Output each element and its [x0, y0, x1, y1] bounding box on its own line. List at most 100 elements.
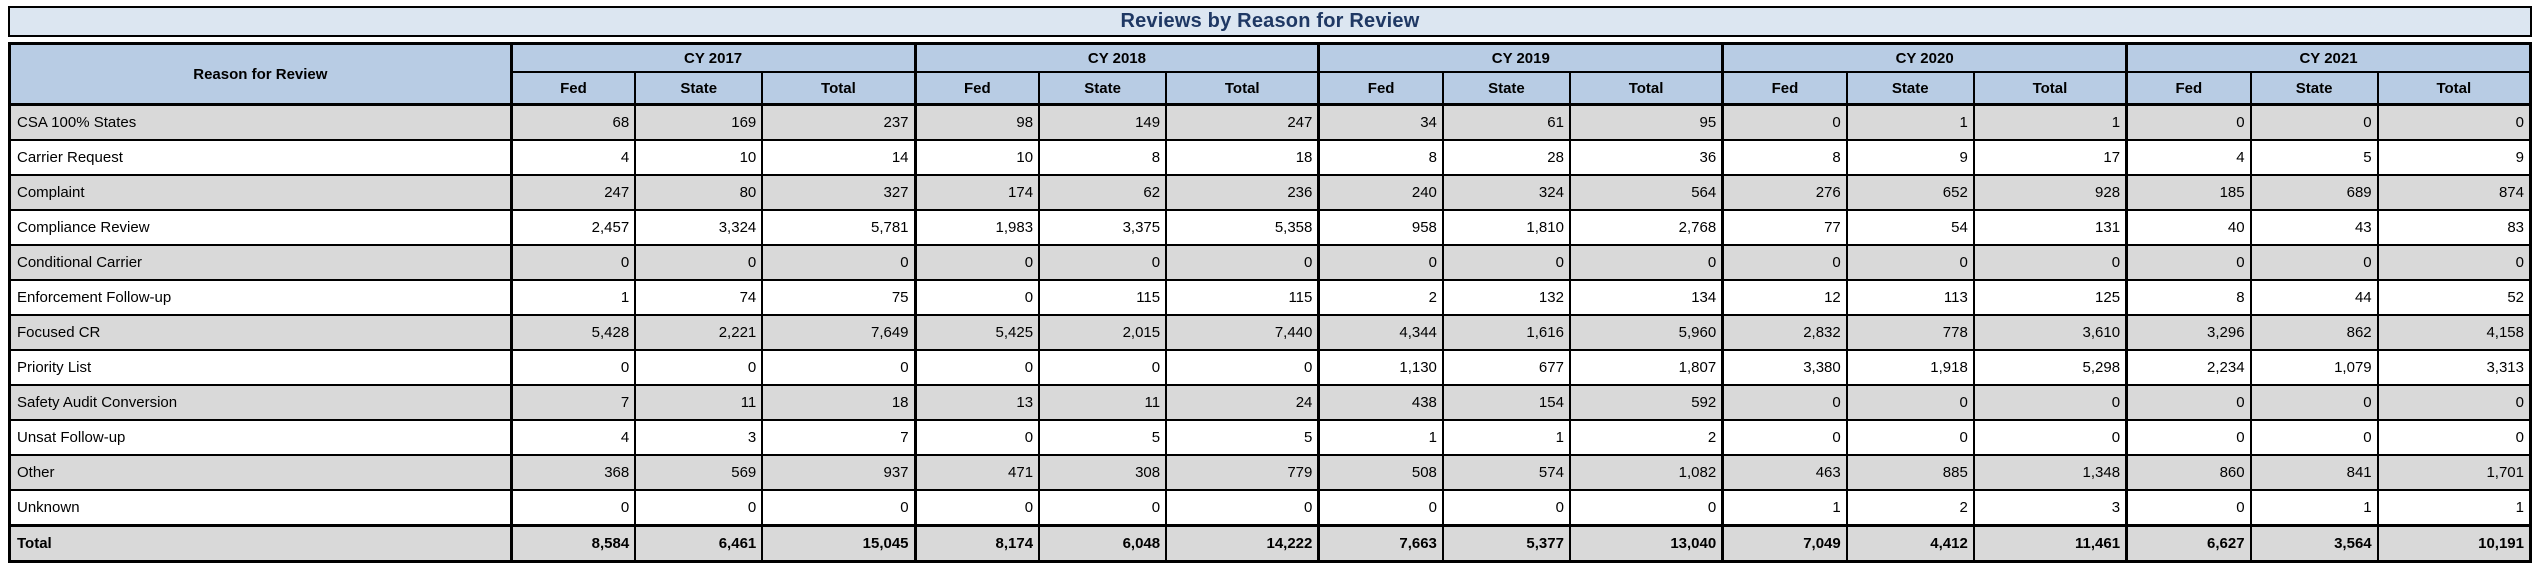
row-label: Focused CR	[8, 314, 513, 351]
data-cell: 125	[1972, 279, 2128, 316]
data-cell: 5,377	[1441, 524, 1571, 563]
year-header-cy-2020: CY 2020	[1721, 42, 2128, 73]
data-cell: 62	[1038, 174, 1168, 211]
data-cell: 2,015	[1038, 314, 1168, 351]
data-cell: 0	[913, 349, 1041, 386]
data-cell: 10,191	[2376, 524, 2532, 563]
data-cell: 9	[1845, 139, 1975, 176]
data-cell: 6,048	[1038, 524, 1168, 563]
data-cell: 779	[1165, 454, 1320, 491]
total-row: Total 8,584 6,461 15,045 8,174 6,048 14,222 7,6…	[8, 524, 2532, 563]
data-cell: 236	[1165, 174, 1320, 211]
table-row: Conditional Carrier 0 0 0 0 0 0 0 0 0 0 0 0 0 0 0	[8, 244, 2532, 281]
reason-for-review-header: Reason for Review	[8, 42, 513, 106]
data-cell: 132	[1441, 279, 1571, 316]
data-cell: 0	[1441, 244, 1571, 281]
data-cell: 2	[1845, 489, 1975, 527]
data-cell: 0	[2376, 103, 2532, 141]
data-cell: 98	[913, 103, 1041, 141]
data-cell: 0	[2125, 384, 2252, 421]
data-cell: 1,082	[1568, 454, 1724, 491]
data-cell: 0	[1721, 384, 1848, 421]
data-cell: 8	[1038, 139, 1168, 176]
data-cell: 592	[1568, 384, 1724, 421]
data-cell: 8	[1317, 139, 1444, 176]
row-label: Complaint	[8, 174, 513, 211]
year-header-cy-2019: CY 2019	[1317, 42, 1724, 73]
data-cell: 52	[2376, 279, 2532, 316]
data-cell: 34	[1317, 103, 1444, 141]
data-cell: 240	[1317, 174, 1444, 211]
row-label: Safety Audit Conversion	[8, 384, 513, 421]
data-cell: 1,807	[1568, 349, 1724, 386]
data-cell: 841	[2249, 454, 2379, 491]
data-cell: 18	[1165, 139, 1320, 176]
data-cell: 1,701	[2376, 454, 2532, 491]
data-cell: 1,983	[913, 209, 1041, 246]
data-cell: 471	[913, 454, 1041, 491]
data-cell: 874	[2376, 174, 2532, 211]
reviews-by-reason-table: Reason for Review CY 2017 CY 2018 CY 2019 C…	[8, 42, 2532, 563]
data-cell: 0	[2249, 244, 2379, 281]
data-cell: 0	[1845, 244, 1975, 281]
data-cell: 928	[1972, 174, 2128, 211]
data-cell: 463	[1721, 454, 1848, 491]
data-cell: 3,610	[1972, 314, 2128, 351]
data-cell: 154	[1441, 384, 1571, 421]
data-cell: 7	[761, 419, 917, 456]
table-row: Enforcement Follow-up 1 74 75 0 115 115 2 132 134…	[8, 279, 2532, 316]
row-label: Unknown	[8, 489, 513, 527]
data-cell: 185	[2125, 174, 2252, 211]
data-cell: 0	[761, 489, 917, 527]
data-cell: 937	[761, 454, 917, 491]
data-cell: 3	[1972, 489, 2128, 527]
data-cell: 2,832	[1721, 314, 1848, 351]
data-cell: 0	[1972, 244, 2128, 281]
data-cell: 0	[1972, 384, 2128, 421]
data-cell: 2,221	[634, 314, 764, 351]
row-label: Compliance Review	[8, 209, 513, 246]
data-cell: 77	[1721, 209, 1848, 246]
data-cell: 36	[1568, 139, 1724, 176]
data-cell: 0	[913, 419, 1041, 456]
data-cell: 7,049	[1721, 524, 1848, 563]
data-cell: 8,174	[913, 524, 1041, 563]
data-cell: 1,079	[2249, 349, 2379, 386]
table-title-bar: Reviews by Reason for Review	[8, 6, 2532, 37]
table-body: CSA 100% States 68 169 237 98 149 247 34 61 95 0 1 1…	[8, 103, 2532, 563]
data-cell: 569	[634, 454, 764, 491]
data-cell: 0	[634, 489, 764, 527]
data-cell: 0	[2125, 489, 2252, 527]
data-cell: 2,234	[2125, 349, 2252, 386]
col-header-fed-cy-2017: Fed	[509, 71, 637, 106]
col-header-state-cy-2018: State	[1038, 71, 1168, 106]
data-cell: 368	[509, 454, 637, 491]
data-cell: 5	[2249, 139, 2379, 176]
row-label: Priority List	[8, 349, 513, 386]
data-cell: 75	[761, 279, 917, 316]
data-cell: 247	[509, 174, 637, 211]
data-cell: 0	[1038, 489, 1168, 527]
table-row: Focused CR 5,428 2,221 7,649 5,425 2,015 7,440…	[8, 314, 2532, 351]
data-cell: 9	[2376, 139, 2532, 176]
data-cell: 0	[1317, 244, 1444, 281]
data-cell: 0	[1165, 244, 1320, 281]
data-cell: 1,348	[1972, 454, 2128, 491]
data-cell: 0	[509, 489, 637, 527]
data-cell: 10	[913, 139, 1041, 176]
data-cell: 0	[1972, 419, 2128, 456]
data-cell: 14,222	[1165, 524, 1320, 563]
data-cell: 689	[2249, 174, 2379, 211]
data-cell: 0	[1038, 244, 1168, 281]
sub-header-row: Fed State Total Fed State Total Fed State Total F…	[10, 71, 2532, 106]
data-cell: 438	[1317, 384, 1444, 421]
data-cell: 1	[1972, 103, 2128, 141]
data-cell: 5,960	[1568, 314, 1724, 351]
data-cell: 652	[1845, 174, 1975, 211]
data-cell: 7,649	[761, 314, 917, 351]
data-cell: 13	[913, 384, 1041, 421]
data-cell: 308	[1038, 454, 1168, 491]
table-row: Complaint 247 80 327 174 62 236 240 324 564 276 652…	[8, 174, 2532, 211]
data-cell: 0	[1721, 244, 1848, 281]
data-cell: 885	[1845, 454, 1975, 491]
